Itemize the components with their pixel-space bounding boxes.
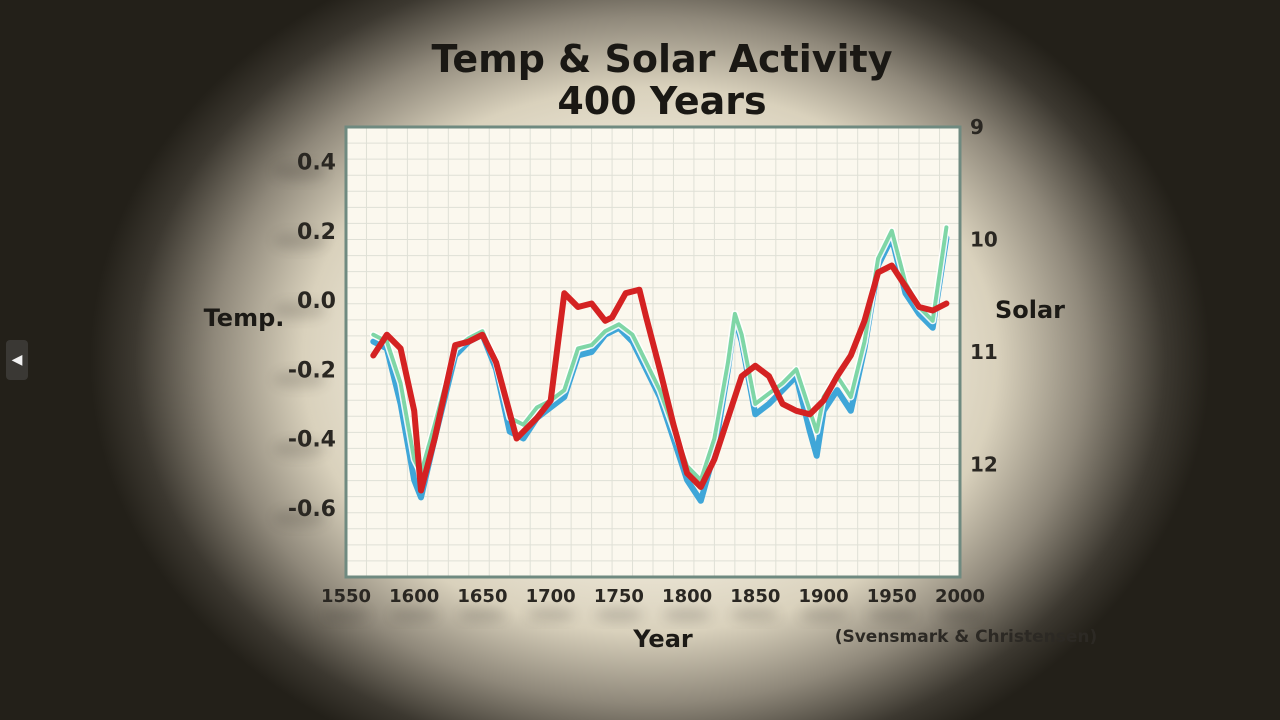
y-tick-label-left: -0.6 xyxy=(288,497,336,522)
y-tick-label-right: 9 xyxy=(970,115,984,139)
series-lines xyxy=(369,223,950,504)
x-tick-label: 1550 xyxy=(321,586,371,607)
tick-shadow xyxy=(799,608,848,622)
x-tick-label: 1600 xyxy=(389,586,439,607)
tick-shadow xyxy=(458,608,507,622)
chevron-left-icon: ◀ xyxy=(11,352,23,368)
source-note: (Svensmark & Christensen) xyxy=(835,627,1098,647)
y-tick-label-left: 0.0 xyxy=(297,289,336,314)
tick-shadow xyxy=(274,370,326,389)
tick-shadow xyxy=(322,608,370,622)
tick-shadow xyxy=(663,608,712,622)
tick-shadow xyxy=(594,608,643,622)
tick-shadow xyxy=(274,162,326,181)
series-line-red xyxy=(370,262,950,494)
y-tick-label-right: 12 xyxy=(970,453,998,477)
tick-shadow xyxy=(867,608,916,622)
x-tick-label: 1650 xyxy=(457,586,507,607)
y-tick-label-left: -0.4 xyxy=(288,428,336,453)
x-axis-label: Year xyxy=(632,625,693,653)
chart-title: Temp & Solar Activity xyxy=(431,37,892,81)
right-axis-ticks: 9 10 11 12 xyxy=(970,115,998,477)
y-axis-label-left: Temp. xyxy=(204,304,285,332)
tick-shadow xyxy=(526,608,575,622)
y-tick-label-left: 0.2 xyxy=(297,220,336,245)
x-tick-label: 1700 xyxy=(526,586,576,607)
x-tick-label: 1900 xyxy=(799,586,849,607)
plot-frame xyxy=(344,125,962,579)
tick-shadow xyxy=(274,301,326,320)
x-tick-label: 1800 xyxy=(662,586,712,607)
chart-subtitle: 400 Years xyxy=(557,79,766,123)
left-axis-ticks: 0.4 0.2 0.0 -0.2 -0.4 -0.6 xyxy=(274,151,336,527)
x-tick-label: 1750 xyxy=(594,586,644,607)
tick-shadow xyxy=(731,608,780,622)
y-tick-label-right: 10 xyxy=(970,228,998,252)
tick-shadow xyxy=(274,439,326,458)
x-tick-label: 2000 xyxy=(935,586,985,607)
tick-shadow xyxy=(936,608,984,622)
y-tick-label-left: -0.2 xyxy=(288,358,336,383)
y-tick-label-left: 0.4 xyxy=(297,151,336,176)
y-axis-label-right: Solar xyxy=(995,296,1065,324)
tick-shadow xyxy=(390,608,439,622)
y-tick-label-right: 11 xyxy=(970,340,998,364)
x-tick-label: 1950 xyxy=(867,586,917,607)
x-tick-label: 1850 xyxy=(730,586,780,607)
previous-slide-button[interactable]: ◀ xyxy=(6,340,28,380)
tick-shadow xyxy=(274,231,326,250)
x-axis-ticks: 1550 1600 1650 1700 1750 1800 1850 1900 1950 2000 xyxy=(321,586,985,622)
tick-shadow xyxy=(274,508,326,527)
